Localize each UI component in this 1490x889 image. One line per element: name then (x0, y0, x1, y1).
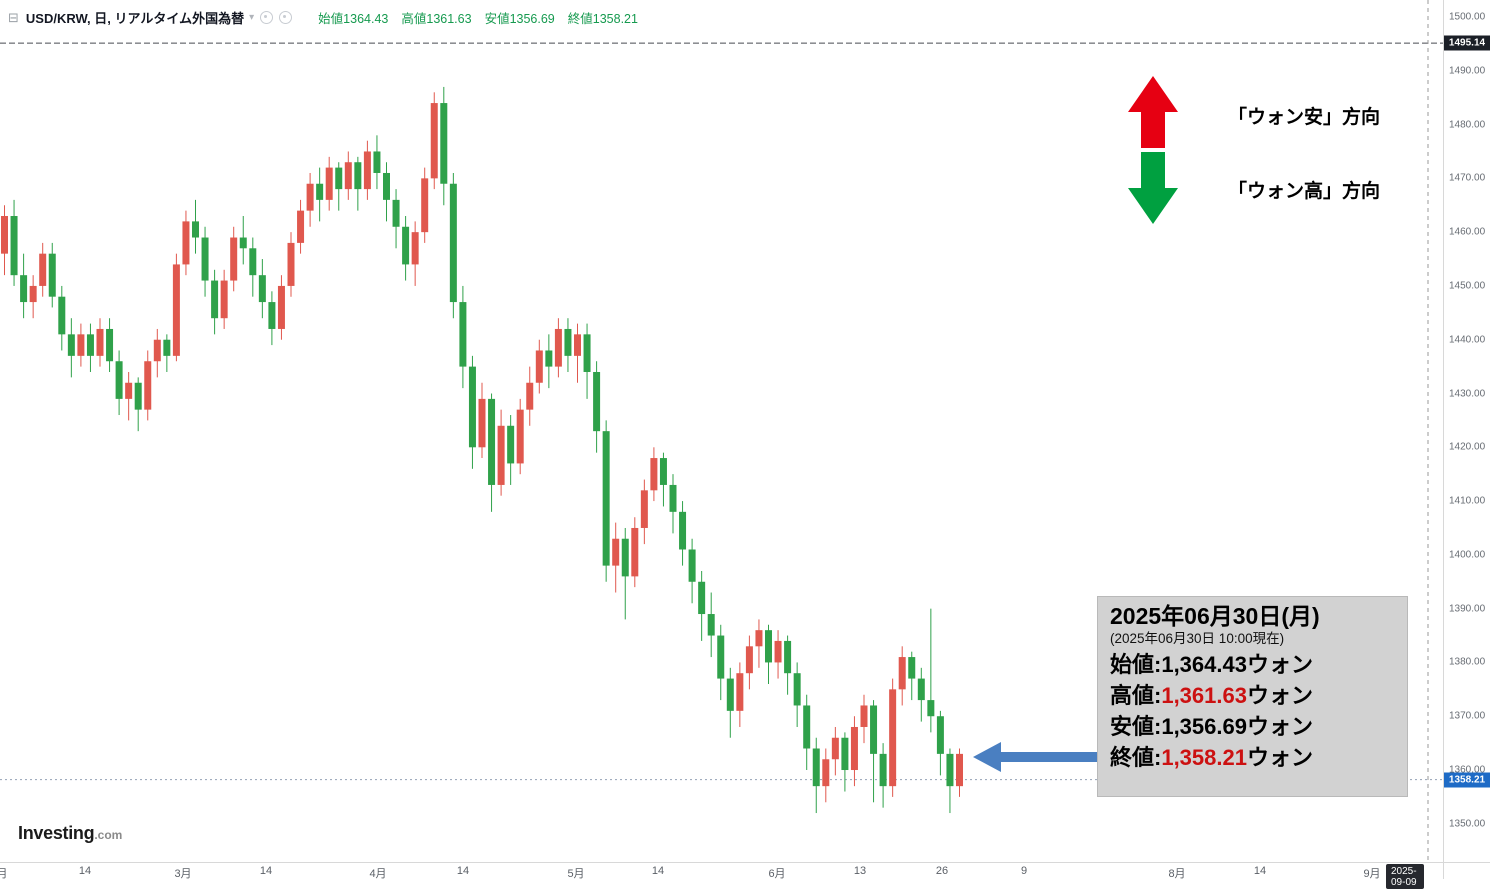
price-tick-label: 1460.00 (1449, 226, 1486, 238)
price-tick-label: 1490.00 (1449, 65, 1486, 77)
date-tick-label: 14 (1253, 865, 1267, 877)
price-tick-label: 1500.00 (1449, 11, 1486, 23)
price-tick-label: 1370.00 (1449, 710, 1486, 722)
price-tick-label: 1420.00 (1449, 441, 1486, 453)
price-tick-label: 1430.00 (1449, 388, 1486, 399)
current-date-badge: 2025-09-09 (1386, 864, 1424, 889)
price-tick-label: 1480.00 (1449, 119, 1486, 131)
date-tick-label: 3月 (174, 868, 192, 880)
direction-arrows (1128, 76, 1178, 224)
logo-text: Investing (18, 823, 95, 843)
ohlc-readout: 始値1364.43 高値1361.63 安値1356.69 終値1358.21 (318, 8, 651, 27)
annotation-high-row: 高値:1,361.63ウォン (1110, 683, 1313, 708)
investing-logo: Investing.com (18, 823, 122, 844)
price-tick-label: 1390.00 (1449, 603, 1486, 615)
open-label: 始値 (318, 12, 344, 26)
date-tick-label: 4月 (369, 868, 387, 880)
date-tick-label: 14 (651, 865, 665, 877)
date-tick-label: 6月 (768, 868, 786, 880)
logo-suffix: .com (94, 828, 123, 842)
annotation-low-row: 安値:1,356.69ウォン (1110, 714, 1313, 739)
price-tick-label: 1350.00 (1449, 818, 1486, 830)
won-strong-arrow (1128, 152, 1178, 224)
candlestick-canvas[interactable] (0, 0, 1443, 862)
annotation-open-row: 始値:1,364.43ウォン (1110, 652, 1313, 677)
annotation-subtitle: (2025年06月30日 10:00現在) (1110, 631, 1285, 646)
time-axis[interactable]: 月 14 3月 14 4月 14 5月 14 6月 13 26 9 8月 14 9月 2025-09-09 (0, 862, 1443, 889)
date-tick-label: 26 (935, 865, 949, 877)
price-badge: 1358.21 (1444, 772, 1490, 788)
won-strong-label: 「ウォン高」方向 (1228, 181, 1381, 202)
open-value: 1364.43 (343, 12, 389, 26)
close-label: 終値 (567, 12, 593, 26)
date-tick-label: 8月 (1168, 868, 1186, 880)
indicator-dot-icon[interactable] (279, 11, 293, 24)
symbol-title[interactable]: USD/KRW, 日, リアルタイム外国為替 (25, 11, 245, 26)
date-tick-label: 14 (259, 865, 273, 877)
collapse-icon[interactable]: ⊟ (8, 9, 19, 25)
date-tick-label: 14 (456, 865, 470, 877)
price-tick-label: 1360.00 (1449, 764, 1486, 776)
won-weak-arrow (1128, 76, 1178, 148)
won-weak-label: 「ウォン安」方向 (1228, 107, 1381, 128)
price-tick-label: 1470.00 (1449, 172, 1486, 184)
price-badge: 1495.14 (1444, 35, 1490, 51)
chart-header: ⊟ USD/KRW, 日, リアルタイム外国為替 ▾ 始値1364.43 高値1… (8, 8, 651, 27)
date-tick-label: 14 (78, 865, 92, 877)
high-value: 1361.63 (426, 12, 472, 26)
close-value: 1358.21 (592, 12, 638, 26)
price-tick-label: 1400.00 (1449, 549, 1486, 561)
high-label: 高値 (401, 12, 427, 26)
price-tick-label: 1440.00 (1449, 334, 1486, 346)
annotation-close-row: 終値:1,358.21ウォン (1110, 745, 1313, 770)
date-tick-label: 9 (1020, 865, 1028, 877)
price-tick-label: 1380.00 (1449, 656, 1486, 668)
axis-corner (1443, 862, 1490, 879)
date-tick-label: 9月 (1363, 868, 1381, 880)
chevron-down-icon[interactable]: ▾ (249, 12, 255, 23)
price-tick-label: 1450.00 (1449, 280, 1486, 292)
price-axis[interactable]: 1500.00 1490.00 1480.00 1470.00 1460.00 1450.… (1443, 0, 1490, 862)
price-chart-panel[interactable]: ⊟ USD/KRW, 日, リアルタイム外国為替 ▾ 始値1364.43 高値1… (0, 0, 1443, 862)
pointer-arrow (973, 742, 1103, 772)
indicator-dot-icon[interactable] (260, 11, 274, 24)
quote-annotation-box: 2025年06月30日(月) (2025年06月30日 10:00現在) 始値:… (1097, 596, 1408, 797)
date-tick-label: 13 (853, 865, 867, 877)
price-tick-label: 1410.00 (1449, 495, 1486, 507)
date-tick-label: 5月 (567, 868, 585, 880)
annotation-date-title: 2025年06月30日(月) (1110, 603, 1320, 629)
low-value: 1356.69 (509, 12, 555, 26)
date-tick-label: 月 (0, 868, 8, 880)
low-label: 安値 (484, 12, 510, 26)
